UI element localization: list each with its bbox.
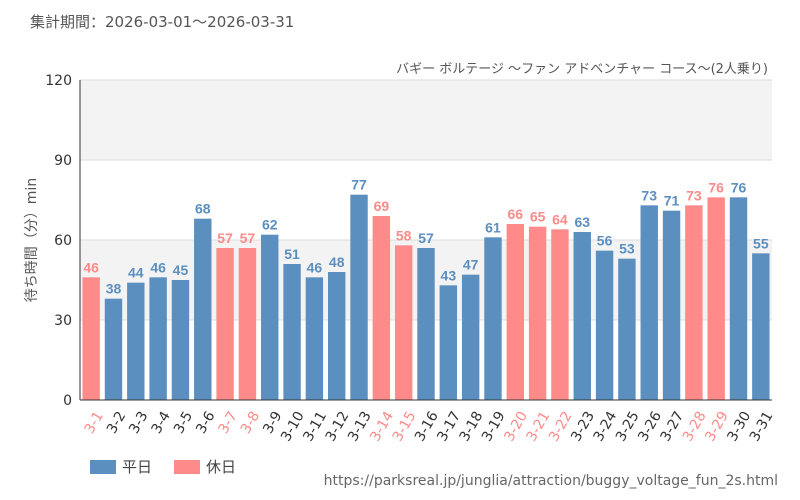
value-label: 55 [753, 235, 769, 251]
y-tick-label: 0 [63, 393, 72, 409]
bar-3-29 [707, 197, 725, 400]
legend-item-weekday: 平日 [90, 456, 152, 477]
value-label: 62 [262, 217, 278, 233]
bar-3-26 [640, 205, 658, 400]
value-label: 53 [619, 241, 635, 257]
value-label: 46 [307, 259, 323, 275]
bar-3-7 [216, 248, 234, 400]
value-label: 45 [173, 262, 189, 278]
x-tick-label: 3-3 [126, 409, 151, 437]
value-label: 64 [552, 211, 568, 227]
value-label: 68 [195, 201, 211, 217]
y-axis-label: 待ち時間（分）min [24, 178, 40, 302]
x-tick-label: 3-5 [171, 409, 196, 437]
bar-3-2 [104, 298, 123, 400]
x-tick-label: 3-31 [747, 409, 777, 445]
value-label: 77 [351, 177, 367, 193]
bar-3-27 [662, 210, 681, 400]
x-tick-label: 3-4 [149, 409, 174, 437]
legend-swatch-holiday [174, 459, 201, 474]
value-labels: 46 38 44 46 45 68 57 57 62 51 46 48 77 69 58 57 43 47 61 66… [83, 177, 768, 297]
value-label: 76 [708, 179, 724, 195]
bar-3-6 [194, 218, 212, 400]
y-tick-label: 30 [54, 313, 72, 329]
bar-3-30 [729, 197, 748, 400]
value-label: 63 [574, 214, 590, 230]
value-label: 71 [664, 193, 680, 209]
value-label: 43 [441, 267, 457, 283]
bar-3-17 [439, 285, 458, 400]
axes [79, 80, 772, 401]
report-period: 集計期間：2026-03-01〜2026-03-31 [30, 13, 295, 31]
value-label: 46 [150, 259, 166, 275]
bar-3-28 [685, 205, 703, 400]
bar-3-31 [752, 253, 770, 400]
bar-3-23 [573, 232, 591, 400]
source-url[interactable]: https://parksreal.jp/junglia/attraction/… [323, 473, 778, 489]
value-label: 61 [485, 219, 501, 235]
x-tick-label: 3-1 [82, 409, 107, 437]
x-tick-label: 3-8 [238, 409, 263, 437]
y-tick-labels: 0 30 60 90 120 [45, 73, 72, 409]
value-label: 65 [530, 209, 546, 225]
x-tick-label: 3-6 [193, 409, 218, 437]
bar-3-18 [461, 274, 480, 400]
value-label: 73 [641, 187, 657, 203]
x-tick-label: 3-2 [104, 409, 129, 437]
value-label: 73 [686, 187, 702, 203]
bar-3-13 [350, 194, 368, 400]
bar-3-24 [595, 250, 614, 400]
value-label: 51 [284, 246, 300, 262]
bar-3-9 [261, 234, 279, 400]
bar-3-15 [394, 245, 413, 400]
value-label: 38 [106, 281, 122, 297]
value-label: 57 [418, 230, 434, 246]
legend-swatch-weekday [90, 459, 116, 474]
bar-3-12 [328, 272, 346, 400]
x-tick-label: 3-7 [216, 409, 241, 437]
bar-3-4 [149, 277, 167, 400]
bar-3-8 [238, 248, 257, 400]
bar-3-20 [506, 224, 524, 400]
bar-3-25 [618, 258, 636, 400]
y-tick-label: 60 [54, 233, 72, 249]
legend-label-holiday: 休日 [206, 458, 237, 476]
chart-title: バギー ボルテージ 〜ファン アドベンチャー コース〜(2人乗り) [396, 62, 768, 77]
value-label: 76 [731, 179, 747, 195]
background-band [80, 80, 772, 160]
value-label: 56 [597, 233, 613, 249]
value-label: 48 [329, 254, 345, 270]
value-label: 69 [374, 198, 390, 214]
legend-item-holiday: 休日 [174, 456, 236, 477]
bar-3-5 [171, 280, 190, 400]
y-tick-label: 90 [54, 153, 72, 169]
legend: 平日 休日 [90, 456, 236, 477]
y-tick-label: 120 [45, 73, 72, 89]
value-label: 47 [463, 257, 479, 273]
value-label: 66 [508, 206, 524, 222]
value-label: 46 [83, 259, 99, 275]
legend-label-weekday: 平日 [122, 458, 153, 476]
bar-3-21 [528, 226, 547, 400]
bar-3-3 [127, 282, 145, 400]
value-label: 57 [240, 230, 256, 246]
bar-3-10 [283, 264, 301, 400]
bar-3-22 [551, 229, 569, 400]
value-label: 44 [128, 265, 144, 281]
value-label: 58 [396, 227, 412, 243]
bar-3-11 [305, 277, 324, 400]
bar-3-14 [372, 216, 391, 400]
value-label: 57 [217, 230, 233, 246]
bar-3-1 [82, 277, 100, 400]
bar-3-16 [417, 248, 435, 400]
x-tick-labels: 3-13-23-33-43-53-63-73-83-93-103-113-123… [82, 409, 777, 445]
bars [82, 194, 770, 400]
bar-3-19 [484, 237, 502, 400]
